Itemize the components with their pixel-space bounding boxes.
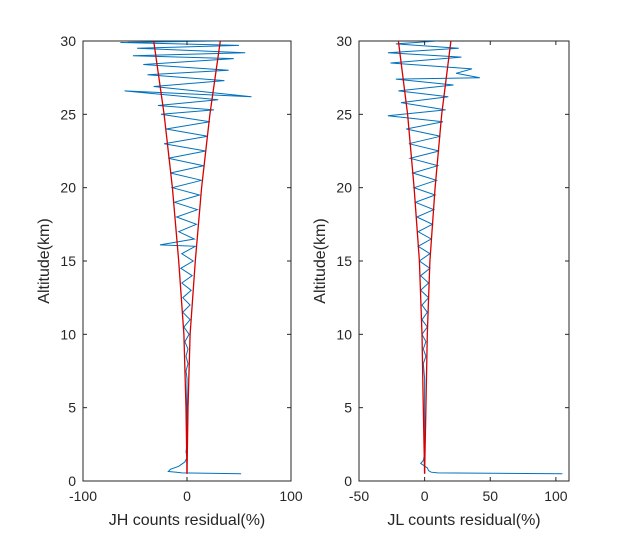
- x-tick-label: -50: [349, 488, 369, 504]
- y-axis-label: Altitude(km): [312, 218, 329, 303]
- y-tick-label: 25: [60, 106, 76, 122]
- y-tick-label: 15: [60, 253, 76, 269]
- envelope-line-1: [186, 41, 221, 474]
- y-axis-label: Altitude(km): [36, 218, 53, 303]
- x-tick-label: 0: [421, 488, 429, 504]
- y-tick-label: 10: [336, 326, 352, 342]
- x-axis-label: JL counts residual(%): [387, 512, 540, 529]
- y-tick-label: 25: [336, 106, 352, 122]
- y-tick-label: 0: [344, 473, 352, 489]
- x-tick-label: 100: [544, 488, 568, 504]
- x-tick-label: -100: [69, 488, 97, 504]
- y-tick-label: 15: [336, 253, 352, 269]
- envelope-line-2: [153, 41, 188, 474]
- y-tick-label: 20: [60, 180, 76, 196]
- plot-area: [358, 40, 570, 482]
- envelope-line-1: [423, 41, 452, 474]
- x-axis-label: JH counts residual(%): [109, 512, 266, 529]
- envelope-line-2: [397, 41, 426, 474]
- x-tick-label: 0: [183, 488, 191, 504]
- residual-series-line: [120, 41, 252, 475]
- y-tick-label: 20: [336, 180, 352, 196]
- y-tick-label: 5: [68, 400, 76, 416]
- y-tick-label: 30: [336, 33, 352, 49]
- y-tick-label: 30: [60, 33, 76, 49]
- y-tick-label: 0: [68, 473, 76, 489]
- y-tick-label: 5: [344, 400, 352, 416]
- residual-series-line: [387, 41, 563, 475]
- y-tick-label: 10: [60, 326, 76, 342]
- x-tick-label: 100: [279, 488, 303, 504]
- x-tick-label: 50: [482, 488, 498, 504]
